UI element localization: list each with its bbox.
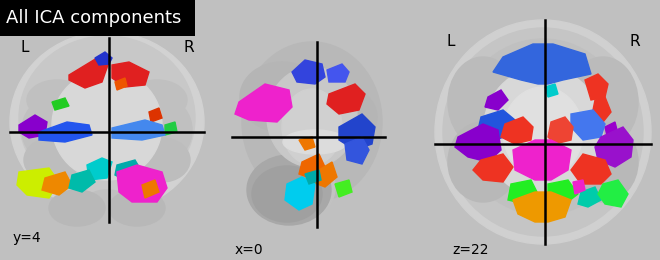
Polygon shape xyxy=(591,97,611,122)
Polygon shape xyxy=(112,120,165,140)
Polygon shape xyxy=(69,58,109,88)
Ellipse shape xyxy=(127,80,187,120)
Polygon shape xyxy=(585,74,608,100)
Text: x=0: x=0 xyxy=(235,243,263,257)
Polygon shape xyxy=(95,52,112,65)
Polygon shape xyxy=(573,180,585,194)
Polygon shape xyxy=(19,115,47,138)
Ellipse shape xyxy=(503,87,583,177)
Polygon shape xyxy=(548,180,578,204)
Ellipse shape xyxy=(109,190,165,226)
Ellipse shape xyxy=(443,28,643,236)
Ellipse shape xyxy=(113,94,137,106)
Ellipse shape xyxy=(240,62,324,132)
Polygon shape xyxy=(327,64,349,82)
Polygon shape xyxy=(299,154,325,180)
Polygon shape xyxy=(345,137,369,164)
Polygon shape xyxy=(312,162,337,187)
Polygon shape xyxy=(508,180,538,204)
Polygon shape xyxy=(545,84,558,97)
Polygon shape xyxy=(235,84,292,122)
Polygon shape xyxy=(339,114,375,150)
Text: R: R xyxy=(630,35,640,49)
Polygon shape xyxy=(571,154,611,184)
Polygon shape xyxy=(42,172,72,195)
Polygon shape xyxy=(548,117,573,144)
Polygon shape xyxy=(305,170,321,184)
Polygon shape xyxy=(455,124,501,162)
Ellipse shape xyxy=(49,190,105,226)
Ellipse shape xyxy=(299,162,335,212)
Polygon shape xyxy=(149,108,162,122)
Ellipse shape xyxy=(85,190,129,214)
Polygon shape xyxy=(87,158,112,180)
Polygon shape xyxy=(605,122,618,140)
Ellipse shape xyxy=(458,39,628,215)
Ellipse shape xyxy=(539,52,547,192)
Polygon shape xyxy=(165,122,177,135)
Text: All ICA components: All ICA components xyxy=(6,9,182,27)
Ellipse shape xyxy=(10,32,204,212)
FancyBboxPatch shape xyxy=(0,0,195,36)
Polygon shape xyxy=(571,110,605,140)
Polygon shape xyxy=(335,180,352,197)
Text: z=22: z=22 xyxy=(453,243,489,257)
Ellipse shape xyxy=(22,100,72,160)
Ellipse shape xyxy=(568,122,638,202)
Polygon shape xyxy=(478,110,515,140)
Ellipse shape xyxy=(24,138,80,182)
Polygon shape xyxy=(69,170,95,192)
Ellipse shape xyxy=(242,42,382,202)
Ellipse shape xyxy=(282,89,342,165)
Ellipse shape xyxy=(142,100,192,160)
Polygon shape xyxy=(485,90,508,110)
Polygon shape xyxy=(327,84,365,114)
Polygon shape xyxy=(285,177,315,210)
Ellipse shape xyxy=(27,80,87,120)
Ellipse shape xyxy=(19,36,195,200)
Ellipse shape xyxy=(448,122,518,202)
Polygon shape xyxy=(39,122,92,142)
Polygon shape xyxy=(299,137,315,150)
Polygon shape xyxy=(595,127,633,167)
Ellipse shape xyxy=(435,20,651,244)
Text: L: L xyxy=(447,35,455,49)
Polygon shape xyxy=(117,165,167,202)
Ellipse shape xyxy=(247,155,331,225)
Ellipse shape xyxy=(297,177,327,217)
Ellipse shape xyxy=(52,70,162,180)
Text: L: L xyxy=(20,41,29,55)
Polygon shape xyxy=(493,44,591,84)
Text: y=4: y=4 xyxy=(13,231,42,245)
Polygon shape xyxy=(112,62,149,87)
Polygon shape xyxy=(142,180,159,198)
Text: R: R xyxy=(183,41,194,55)
Ellipse shape xyxy=(448,57,518,147)
Polygon shape xyxy=(598,180,628,207)
Ellipse shape xyxy=(252,166,322,222)
Ellipse shape xyxy=(134,138,190,182)
Polygon shape xyxy=(513,140,571,180)
Ellipse shape xyxy=(267,67,357,167)
Ellipse shape xyxy=(568,57,638,147)
Polygon shape xyxy=(52,98,69,110)
Polygon shape xyxy=(501,117,533,144)
Polygon shape xyxy=(17,168,59,198)
Polygon shape xyxy=(473,154,513,182)
Polygon shape xyxy=(115,78,127,90)
Ellipse shape xyxy=(483,67,603,197)
Ellipse shape xyxy=(283,130,347,154)
Polygon shape xyxy=(513,192,571,222)
Ellipse shape xyxy=(307,87,377,147)
Polygon shape xyxy=(115,160,142,182)
Polygon shape xyxy=(578,187,601,207)
Ellipse shape xyxy=(234,34,390,210)
Ellipse shape xyxy=(82,97,112,113)
Polygon shape xyxy=(292,60,325,84)
